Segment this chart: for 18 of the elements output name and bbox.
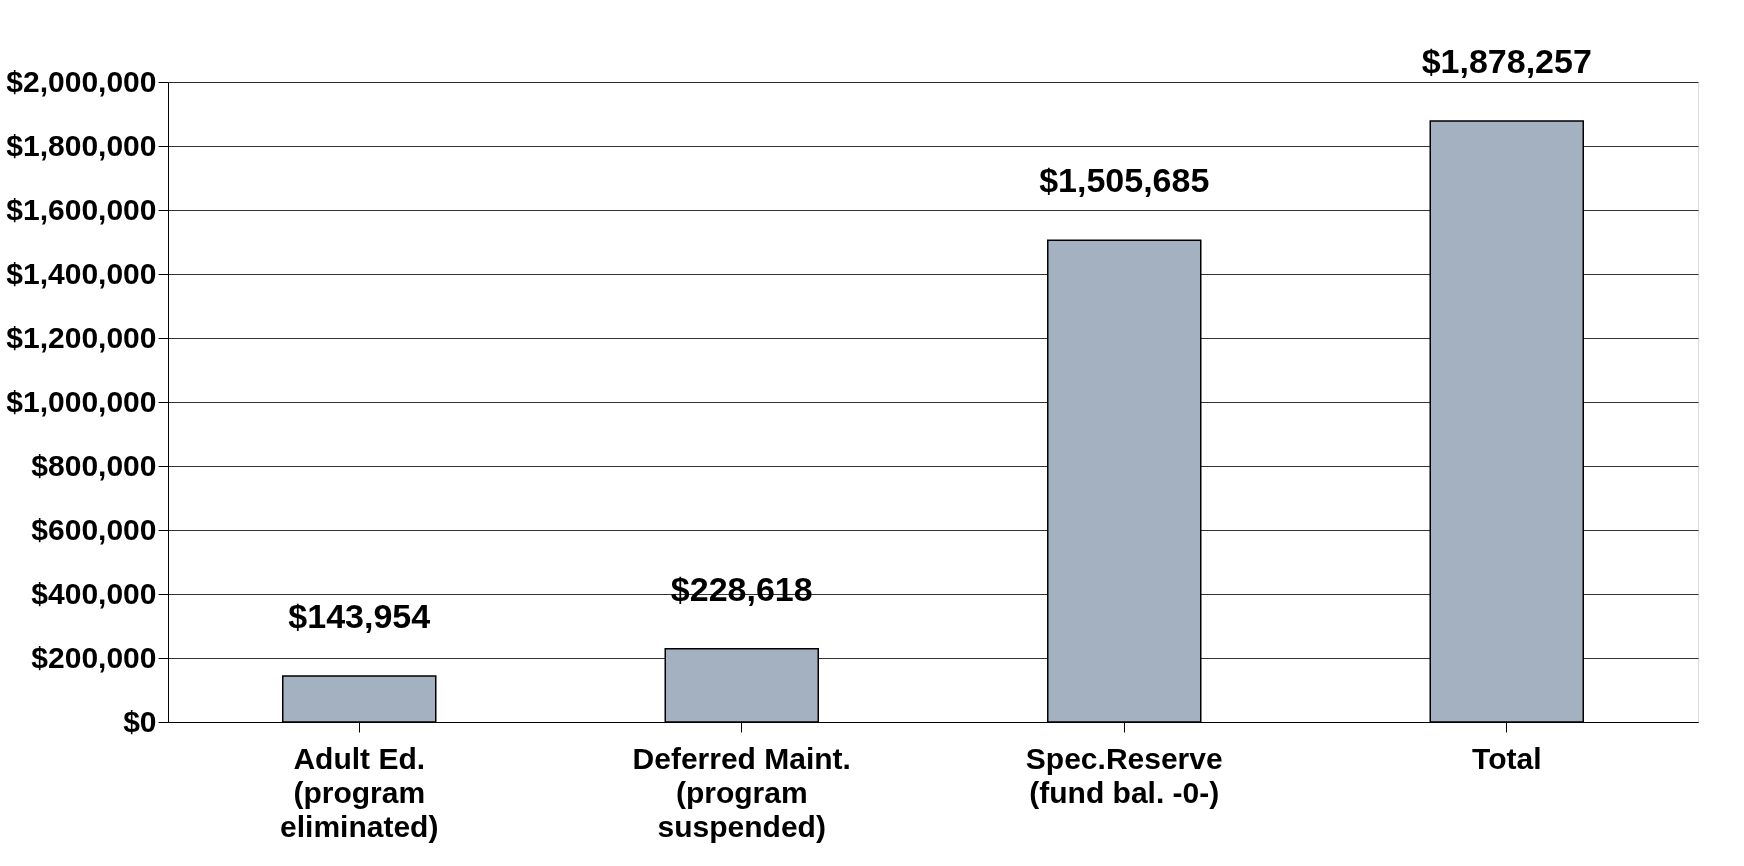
y-tick-label: $800,000 bbox=[31, 448, 157, 482]
data-label: $1,878,257 bbox=[1421, 41, 1592, 80]
y-tick-label: $2,000,000 bbox=[6, 64, 157, 98]
y-tick-label: $200,000 bbox=[31, 640, 157, 674]
data-label: $143,954 bbox=[288, 596, 431, 635]
x-tick-label: Deferred Maint. (program suspended) bbox=[632, 741, 851, 843]
data-label: $1,505,685 bbox=[1039, 161, 1210, 200]
y-tick-label: $0 bbox=[123, 704, 157, 738]
x-tick-label: Adult Ed. (program eliminated) bbox=[280, 741, 439, 843]
x-tick-label: Spec.Reserve (fund bal. -0-) bbox=[1025, 741, 1223, 809]
y-tick-label: $1,400,000 bbox=[6, 256, 157, 290]
y-tick-label: $400,000 bbox=[31, 576, 157, 610]
y-tick-label: $1,200,000 bbox=[6, 320, 157, 354]
y-tick-label: $1,800,000 bbox=[6, 128, 157, 162]
y-tick-label: $1,600,000 bbox=[6, 192, 157, 226]
y-tick-label: $600,000 bbox=[31, 512, 157, 546]
y-tick-label: $1,000,000 bbox=[6, 384, 157, 418]
x-tick-label: Total bbox=[1472, 741, 1542, 775]
